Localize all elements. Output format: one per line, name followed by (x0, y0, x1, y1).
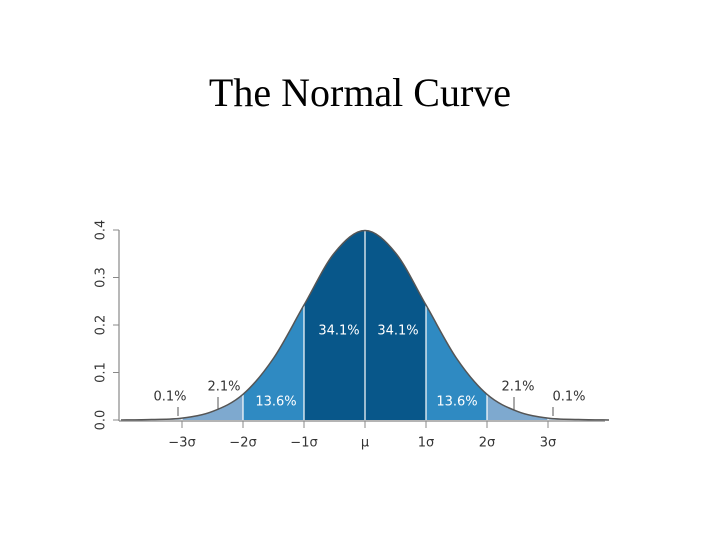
band-label: 0.1% (552, 390, 585, 405)
x-tick-label: 3σ (540, 436, 557, 451)
x-tick-label: μ (361, 436, 369, 451)
x-tick-label: −3σ (168, 436, 195, 451)
y-tick-label: 0.4 (94, 220, 109, 241)
chart-title: The Normal Curve (209, 70, 511, 115)
band-label: 2.1% (501, 380, 534, 395)
x-tick-label: 2σ (479, 436, 496, 451)
band-label: 13.6% (255, 395, 296, 410)
band-label: 13.6% (436, 395, 477, 410)
x-tick-label: −2σ (229, 436, 256, 451)
y-tick-label: 0.1 (94, 362, 109, 383)
band-label: 34.1% (377, 324, 418, 339)
band (182, 394, 243, 420)
band-label: 0.1% (153, 390, 186, 405)
y-tick-label: 0.2 (94, 315, 109, 336)
x-tick-label: 1σ (418, 436, 435, 451)
x-tick-label: −1σ (290, 436, 317, 451)
band-label: 2.1% (207, 380, 240, 395)
curve (120, 229, 610, 421)
band (487, 394, 548, 420)
y-tick-label: 0.0 (94, 410, 109, 431)
band-label: 34.1% (318, 324, 359, 339)
y-tick-label: 0.3 (94, 267, 109, 288)
